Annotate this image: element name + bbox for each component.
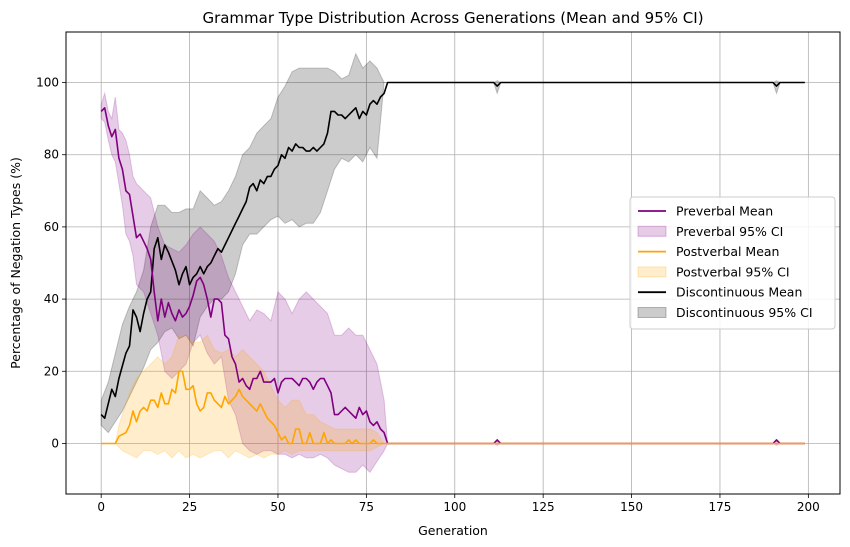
y-tick-label: 100: [36, 76, 59, 90]
postverbal-mean-line: [101, 370, 805, 445]
postverbal-ci-band: [101, 334, 805, 459]
discontinuous-mean-line: [100, 81, 805, 420]
legend-swatch-postverbal-95-ci: [637, 266, 667, 278]
legend-label-discontinuous-mean: Discontinuous Mean: [676, 285, 802, 300]
legend-swatch-preverbal-95-ci: [637, 225, 667, 237]
legend-label-postverbal-mean: Postverbal Mean: [676, 244, 779, 259]
x-tick-label: 125: [532, 500, 555, 514]
x-tick-label: 100: [443, 500, 466, 514]
y-tick-label: 40: [44, 292, 59, 306]
chart-title: Grammar Type Distribution Across Generat…: [202, 9, 703, 27]
legend-box: [629, 196, 836, 330]
x-tick-label: 0: [97, 500, 105, 514]
x-tick-label: 150: [620, 500, 643, 514]
legend-label-postverbal-95-ci: Postverbal 95% CI: [676, 264, 790, 279]
y-tick-label: 60: [44, 220, 59, 234]
legend-label-preverbal-95-ci: Preverbal 95% CI: [676, 224, 783, 239]
x-tick-label: 50: [270, 500, 285, 514]
x-tick-label: 75: [359, 500, 374, 514]
legend-label-preverbal-mean: Preverbal Mean: [676, 204, 773, 219]
legend-swatch-discontinuous-95-ci: [637, 307, 667, 318]
x-tick-label: 175: [709, 500, 732, 514]
mean-lines: [100, 81, 805, 445]
preverbal-mean-line: [100, 107, 805, 445]
legend-label-discontinuous-95-ci: Discontinuous 95% CI: [676, 305, 813, 320]
y-tick-label: 0: [51, 436, 59, 450]
y-tick-label: 20: [44, 364, 59, 378]
legend: Preverbal Mean Preverbal 95% CI Postverbal…: [629, 196, 836, 330]
x-axis-label: Generation: [418, 523, 488, 538]
x-tick-label: 25: [182, 500, 197, 514]
y-tick-label: 80: [44, 148, 59, 162]
plot-frame: [65, 31, 841, 495]
x-tick-label: 200: [797, 500, 820, 514]
y-axis-label: Percentage of Negation Types (%): [8, 157, 23, 369]
axis-ticks: 0 25 50 75 100 125 150 175 200 0 20 40 60 80 100: [36, 76, 820, 514]
